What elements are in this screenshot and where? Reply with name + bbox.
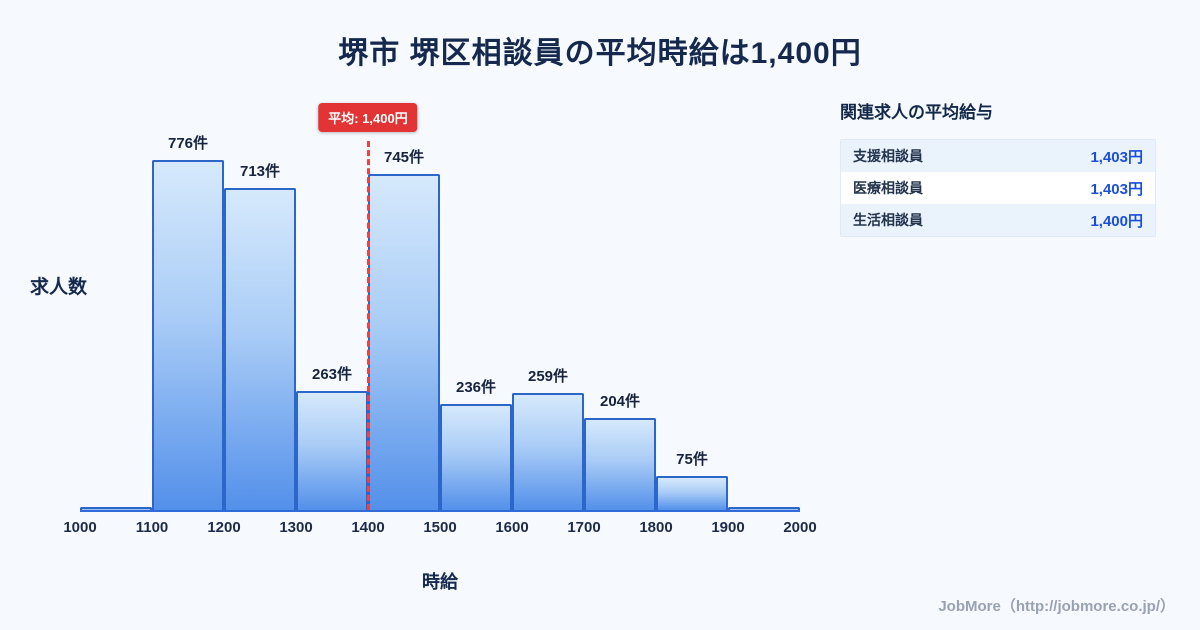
bar-value-label: 204件 bbox=[599, 393, 641, 410]
x-axis-ticks: 1000 1100 1200 1300 1400 1500 1600 1700 1800 1900… bbox=[63, 510, 816, 540]
histogram-bar bbox=[296, 391, 368, 510]
mean-badge: 平均: 1,400円 bbox=[318, 103, 418, 132]
x-tick-label: 1700 bbox=[567, 519, 601, 536]
panel-heading: 関連求人の平均給与 bbox=[840, 103, 993, 122]
related-job-row: 医療相談員 1,403円 bbox=[841, 172, 1155, 204]
related-jobs-table: 支援相談員 1,403円 医療相談員 1,403円 生活相談員 1,400円 bbox=[840, 139, 1156, 237]
mean-line bbox=[367, 141, 370, 510]
related-job-label: 医療相談員 bbox=[853, 180, 923, 196]
histogram-bar-group: 263件 bbox=[296, 363, 368, 510]
histogram-bar-group: 236件 bbox=[440, 376, 512, 510]
histogram-bar-group: 776件 bbox=[152, 132, 224, 510]
histogram-bar-group: 204件 bbox=[584, 390, 656, 510]
bar-value-label: 259件 bbox=[527, 368, 569, 385]
bar-value-label: 263件 bbox=[311, 366, 353, 383]
x-tick-label: 1900 bbox=[711, 519, 745, 536]
related-job-row: 生活相談員 1,400円 bbox=[841, 204, 1155, 236]
x-tick-label: 1000 bbox=[63, 519, 97, 536]
x-tick-label: 1200 bbox=[207, 519, 241, 536]
related-job-label: 支援相談員 bbox=[853, 148, 923, 164]
x-tick-label: 1600 bbox=[495, 519, 529, 536]
mean-badge-label: 平均: 1,400円 bbox=[328, 111, 408, 126]
bar-value-label: 236件 bbox=[455, 379, 497, 396]
histogram-bar bbox=[80, 507, 152, 510]
histogram-bar-group: 713件 bbox=[224, 160, 296, 510]
related-job-value: 1,403円 bbox=[1090, 180, 1143, 198]
histogram-bar bbox=[440, 404, 512, 510]
bar-value-label: 776件 bbox=[167, 135, 209, 152]
y-axis-label: 求人数 bbox=[30, 277, 88, 298]
x-tick-label: 1800 bbox=[639, 519, 673, 536]
bar-value-label: 745件 bbox=[383, 149, 425, 166]
histogram-plot-area: 776件 713件 263件 745件 236件 259件 204件 75件 平均: 1,40… bbox=[63, 103, 817, 536]
x-tick-label: 1100 bbox=[135, 519, 169, 536]
footer-credit: JobMore（http://jobmore.co.jp/） bbox=[938, 598, 1175, 615]
related-jobs-panel: 関連求人の平均給与 支援相談員 1,403円 医療相談員 1,403円 生活相談員 1,4… bbox=[840, 98, 1156, 237]
histogram-bar bbox=[584, 418, 656, 510]
related-job-value: 1,403円 bbox=[1090, 148, 1143, 166]
histogram-bars: 776件 713件 263件 745件 236件 259件 204件 75件 bbox=[80, 125, 800, 510]
histogram-bar bbox=[512, 393, 584, 510]
bar-value-label: 75件 bbox=[676, 451, 708, 468]
x-axis-label: 時給 bbox=[422, 572, 458, 592]
histogram-bar bbox=[368, 174, 440, 510]
related-job-label: 生活相談員 bbox=[853, 212, 923, 228]
histogram-bar bbox=[224, 188, 296, 510]
histogram-bar-group: 75件 bbox=[656, 448, 728, 510]
histogram-bar bbox=[152, 160, 224, 510]
bar-value-label: 713件 bbox=[239, 163, 281, 180]
x-tick-label: 2000 bbox=[783, 519, 817, 536]
x-tick-label: 1400 bbox=[351, 519, 385, 536]
x-tick-label: 1500 bbox=[423, 519, 457, 536]
histogram-bar-group: 259件 bbox=[512, 365, 584, 510]
page-title: 堺市 堺区相談員の平均時給は1,400円 bbox=[338, 37, 862, 70]
histogram-bar bbox=[656, 476, 728, 510]
related-job-value: 1,400円 bbox=[1090, 212, 1143, 230]
histogram-bar-group: 745件 bbox=[368, 146, 440, 510]
histogram-bar-group bbox=[728, 507, 800, 510]
x-tick-label: 1300 bbox=[279, 519, 313, 536]
related-job-row: 支援相談員 1,403円 bbox=[841, 140, 1155, 172]
histogram-bar bbox=[728, 507, 800, 510]
histogram-bar-group bbox=[80, 507, 152, 510]
